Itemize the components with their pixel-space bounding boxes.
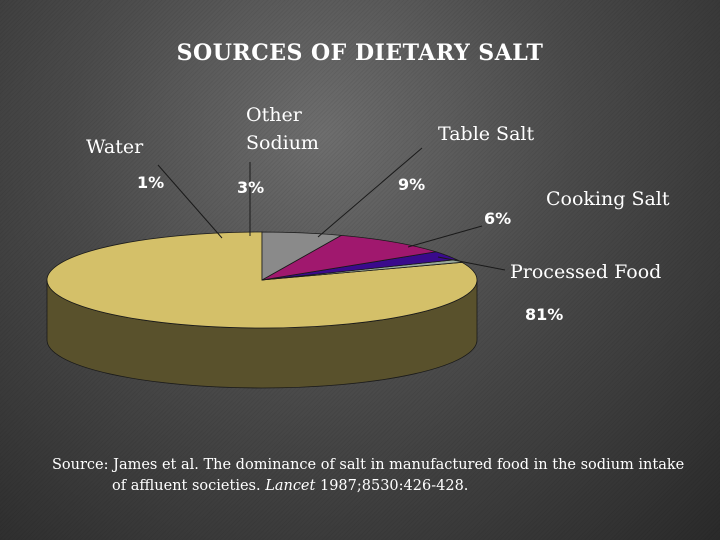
leader-line-1: [157, 164, 223, 239]
source-line-2: of affluent societies. Lancet 1987;8530:…: [52, 476, 692, 497]
category-label-4: Cooking Salt: [546, 188, 670, 210]
leader-lines: [157, 147, 506, 271]
category-label-2-1: Sodium: [246, 132, 319, 154]
percent-label-3: 9%: [398, 175, 425, 194]
category-label-2-0: Other: [246, 104, 303, 126]
category-label-1: Water: [86, 136, 144, 158]
source-journal: Lancet: [265, 478, 316, 494]
percent-label-0: 81%: [525, 305, 563, 324]
category-label-0: Processed Food: [510, 261, 661, 283]
pie-slice-3: [261, 234, 437, 281]
category-label-3: Table Salt: [438, 123, 534, 145]
slice-labels: Processed Food 81% Water 1% Other Sodium 3% Tab…: [86, 104, 670, 324]
source-line-2-pre: of affluent societies.: [112, 478, 266, 494]
percent-label-1: 1%: [137, 173, 164, 192]
chart-title: SOURCES OF DIETARY SALT: [176, 40, 544, 66]
leader-line-0: [437, 256, 506, 271]
percent-label-4: 6%: [484, 209, 511, 228]
source-line-1: Source: James et al. The dominance of sa…: [52, 457, 685, 473]
percent-label-2: 3%: [237, 178, 264, 197]
leader-line-3: [317, 147, 423, 238]
pie-slice-4: [261, 231, 343, 281]
leader-line-4: [407, 225, 483, 248]
source-line-2-post: 1987;8530:426-428.: [315, 478, 469, 494]
pie-tops: [46, 231, 478, 329]
source-citation: Source: James et al. The dominance of sa…: [52, 455, 692, 497]
